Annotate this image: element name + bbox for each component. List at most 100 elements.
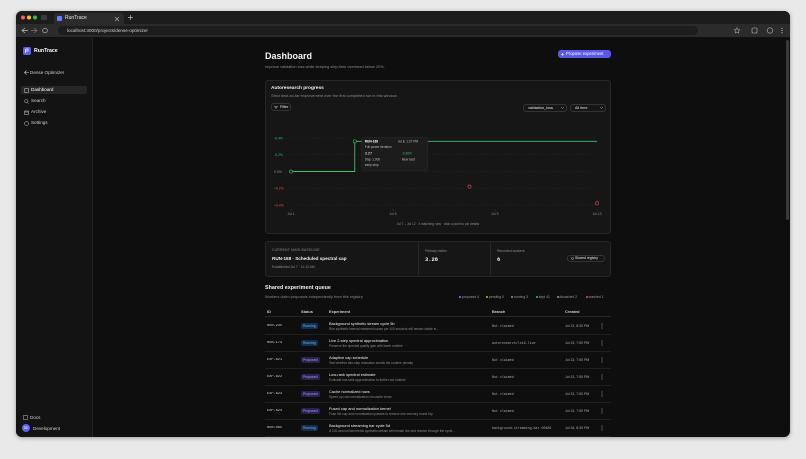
run-point[interactable] [352,139,357,144]
queue-subtitle: Workers claim proposals independently fr… [265,294,364,299]
metric-select[interactable]: validation_loss [523,104,567,112]
table-rule [265,351,611,352]
tooltip-run: RUN-168 [365,139,379,143]
tooltip-note: early stop [365,163,379,167]
menu-dot [601,425,603,427]
browser-window: RunTrace localhost:3000/projects/dense-o… [16,11,790,437]
status-pill: Running [301,425,318,431]
legend-item: running 3 [510,295,529,299]
menu-dot [601,378,603,380]
legend-item: pending 0 [486,295,504,299]
status-pill: Running [301,323,318,329]
menu-dot [601,359,603,361]
queue-title: Shared experiment queue [265,285,331,291]
x-tick-label: Jul 5 [389,212,396,216]
tooltip-value: 3.27 [365,151,372,155]
row-menu[interactable] [601,408,603,414]
column-header: ID [267,309,271,314]
menu-dot [601,412,603,414]
row-menu[interactable] [601,323,603,329]
row-menu[interactable] [601,374,603,380]
tab-close[interactable] [115,16,119,21]
experiment-desc: A 100-second fast metric synthetic strea… [329,429,455,433]
sidebar: RunTrace Dense Optimizer Docs DE Develop… [16,38,93,437]
scrollbar[interactable] [786,40,789,220]
divider [490,242,491,276]
experiment-name: Live 2-step spectral approximation [329,338,389,343]
experiment-desc: Test whether late-step relaxation avoids… [329,361,413,365]
badge-text: Shared registry [575,256,598,260]
row-menu[interactable] [601,391,603,397]
browser-tab[interactable]: RunTrace [54,13,124,24]
nav-item[interactable]: Archive [21,108,87,116]
created: Jul 13, 7:50 PM [565,409,590,413]
divider [418,242,419,276]
row-menu[interactable] [601,357,603,363]
metric-value: validation_loss [528,106,553,110]
table-rule [265,334,611,335]
brand-logo [23,47,31,55]
y-tick-label: -0.2% [274,153,283,157]
docs-link[interactable]: Docs [30,415,41,420]
tab-title: RunTrace [65,15,87,21]
user-name[interactable]: Development [33,426,61,431]
branch: Not claimed [492,409,514,413]
url-field[interactable]: localhost:3000/projects/dense-optimizer [58,26,698,35]
legend-item: kept 41 [535,295,550,299]
menu-dot [601,391,603,393]
filter-button[interactable]: Filter [271,103,291,111]
menu-dot [601,327,603,329]
branch: Not claimed [492,324,514,328]
best-so-far-line [291,140,597,172]
status-pill: Proposed [301,357,320,363]
nav-buttons[interactable] [21,27,55,34]
nav-icon [24,110,29,115]
page-subtitle: Improve validation loss while keeping st… [265,64,385,69]
nav-item[interactable]: Dashboard [21,86,87,94]
browser-actions[interactable] [734,27,786,34]
user-avatar[interactable]: DE [22,424,30,432]
chevron [561,107,564,109]
menu-dot [601,357,603,359]
experiment-desc: Speed up row normalization via cache reu… [329,395,392,399]
page-title: Dashboard [265,51,313,61]
legend-dot [556,296,559,298]
nav-item[interactable]: Settings [21,119,87,127]
tooltip-box [361,137,428,171]
run-point[interactable] [467,184,472,189]
row-menu[interactable] [601,425,603,431]
run-point[interactable] [289,169,293,174]
run-id: EXP-824 [267,409,283,413]
run-id: RUN-085 [267,426,283,430]
created: Jul 13, 8:30 PM [565,324,590,328]
progress-title: Autoresearch progress [271,86,324,91]
legend-text: pending 0 [489,295,504,299]
menu-dot [601,361,603,363]
window-controls[interactable] [20,14,50,22]
new-tab[interactable] [128,15,133,20]
workers-label: Recorded workers [497,249,525,253]
legend-dot [510,296,513,298]
legend-text: running 3 [513,295,529,299]
menu-dot [601,395,603,397]
run-point[interactable] [595,201,599,206]
registry-badge: Shared registry [567,255,605,262]
row-menu[interactable] [601,340,603,346]
range-select[interactable]: All time [570,104,606,112]
x-tick-label: Jul 9 [491,212,498,216]
legend-dot [535,296,538,298]
menu-dot [601,340,603,342]
menu-dot [601,374,603,376]
nav-item[interactable]: Search [21,97,87,105]
back-link[interactable]: Dense Optimizer [30,70,65,75]
baseline-run: RUN-168 · Scheduled spectral cap [272,256,347,261]
nav-icon-shape [24,120,29,126]
queue-legend: proposed 4 pending 0 running 3 kept 41 disca… [459,295,611,301]
propose-button[interactable]: Propose experiment [558,50,611,58]
menu-dot [601,393,603,395]
created: Jul 13, 7:50 PM [565,358,590,362]
menu-dot [601,325,603,327]
tooltip: RUN-168 Full power iteration 3.27 Step 1,00… [361,137,428,171]
